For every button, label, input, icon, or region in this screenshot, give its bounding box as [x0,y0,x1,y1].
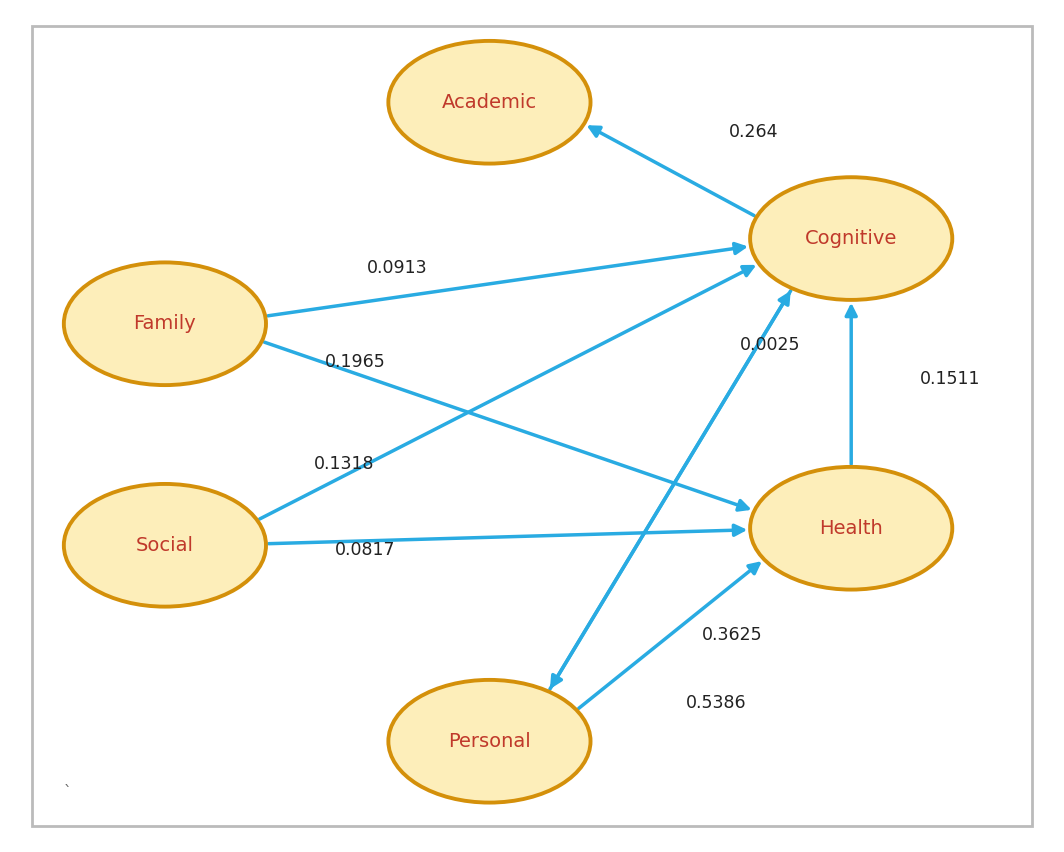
Text: Health: Health [819,519,883,538]
Text: `: ` [64,785,71,800]
Ellipse shape [64,484,266,607]
Ellipse shape [388,680,591,803]
Ellipse shape [750,467,952,590]
Text: 0.1511: 0.1511 [920,370,981,389]
Text: 0.264: 0.264 [729,123,779,141]
FancyBboxPatch shape [32,26,1032,826]
Text: 0.1965: 0.1965 [325,353,385,371]
Text: Social: Social [136,536,194,555]
Text: Family: Family [134,314,196,333]
Ellipse shape [64,262,266,385]
Ellipse shape [750,177,952,300]
Text: 0.0817: 0.0817 [335,540,396,559]
Text: 0.0913: 0.0913 [367,259,428,278]
Text: 0.3625: 0.3625 [702,625,763,644]
Text: 0.5386: 0.5386 [686,694,747,712]
Text: Cognitive: Cognitive [805,229,897,248]
Text: 0.0025: 0.0025 [739,336,800,354]
Text: Personal: Personal [448,732,531,751]
Text: Academic: Academic [442,93,537,112]
Text: 0.1318: 0.1318 [314,455,375,474]
Ellipse shape [388,41,591,164]
